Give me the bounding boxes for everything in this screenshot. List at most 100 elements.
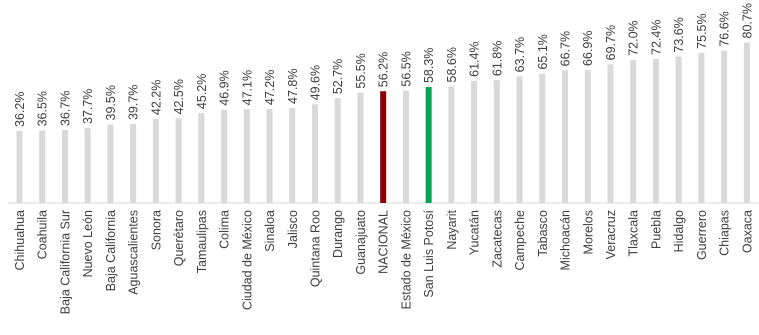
category-label: Oaxaca (740, 210, 754, 253)
data-label: 61.8% (490, 41, 504, 76)
data-label: 58.3% (422, 48, 436, 83)
data-label: 72.4% (649, 20, 663, 55)
bar (698, 52, 705, 203)
data-label: 47.1% (240, 70, 254, 105)
bar (448, 86, 455, 203)
bar (652, 59, 659, 203)
bar (221, 109, 228, 203)
category-label: Yucatán (468, 210, 482, 255)
category-label: Chiapas (718, 210, 732, 256)
value-labels-layer: 36.2% 36.5% 36.7% 37.7% 39.5% 39.7% 42.2% 42.5%… (13, 3, 754, 127)
bar (243, 109, 250, 203)
category-label: Nayarit (445, 209, 459, 249)
category-label: Quintana Roo (308, 210, 322, 287)
bar (630, 59, 637, 203)
data-label: 80.7% (740, 3, 754, 38)
category-label: Sonora (149, 210, 163, 250)
category-label: Zacatecas (490, 210, 504, 268)
category-label: Michoacán (559, 210, 573, 270)
category-label: Tabasco (536, 210, 550, 257)
bar (380, 91, 387, 203)
data-label: 46.9% (218, 70, 232, 105)
bar (198, 113, 205, 203)
data-label: 63.7% (513, 37, 527, 72)
bar (152, 119, 159, 203)
data-label: 39.5% (104, 85, 118, 120)
category-label: Coahuila (36, 210, 50, 259)
bar (334, 98, 341, 203)
bar (539, 73, 546, 204)
data-label: 55.5% (354, 53, 368, 88)
data-label: 73.6% (672, 17, 686, 52)
category-label: Hidalgo (672, 210, 686, 252)
category-label: Querétaro (172, 210, 186, 266)
bar (357, 92, 364, 203)
bar (471, 80, 478, 203)
bar (311, 104, 318, 203)
data-label: 36.2% (13, 92, 27, 127)
bar (84, 128, 91, 203)
bar (562, 70, 569, 203)
bar (584, 69, 591, 203)
bar (402, 90, 409, 203)
data-label: 56.5% (399, 51, 413, 86)
category-label: Tamaulipas (195, 210, 209, 273)
category-label: Aguascalientes (127, 210, 141, 295)
data-label: 56.2% (377, 52, 391, 87)
category-label: Durango (331, 210, 345, 258)
bar (175, 118, 182, 203)
category-label: Jalisco (286, 210, 300, 248)
data-label: 49.6% (308, 65, 322, 100)
data-label: 45.2% (195, 74, 209, 109)
data-label: 72.0% (627, 20, 641, 55)
data-label: 42.5% (172, 79, 186, 114)
category-label: Campeche (513, 210, 527, 270)
data-label: 58.6% (445, 47, 459, 82)
category-label: Tlaxcala (627, 210, 641, 257)
category-label: Guerrero (695, 210, 709, 260)
bar (721, 50, 728, 204)
bar (266, 109, 273, 203)
category-label: Nuevo León (81, 210, 95, 277)
data-label: 66.7% (559, 31, 573, 66)
bar (107, 124, 114, 203)
bar (61, 130, 68, 203)
category-label: Baja California (104, 210, 118, 291)
bar (289, 107, 296, 203)
category-label: Puebla (649, 210, 663, 249)
bar (39, 130, 46, 203)
data-label: 69.7% (604, 25, 618, 60)
data-label: 47.2% (263, 70, 277, 105)
category-label: Veracruz (604, 210, 618, 259)
category-label: Morelos (581, 210, 595, 254)
category-label: Colima (218, 210, 232, 249)
data-label: 61.4% (468, 41, 482, 76)
category-label: Baja California Sur (58, 210, 72, 314)
category-label: Estado de México (399, 210, 413, 309)
category-label: Guanajuato (354, 210, 368, 275)
category-label: Chihuahua (13, 210, 27, 271)
data-label: 76.6% (718, 11, 732, 46)
bar (425, 87, 432, 203)
data-label: 66.9% (581, 30, 595, 65)
data-label: 65.1% (536, 34, 550, 69)
category-labels-layer: Chihuahua Coahuila Baja California Sur Nuev… (13, 209, 754, 314)
category-label: Sinaloa (263, 210, 277, 252)
category-label: San Luis Potosí (422, 209, 436, 297)
data-label: 42.2% (149, 80, 163, 115)
data-label: 47.8% (286, 68, 300, 103)
bar (675, 56, 682, 203)
bars-layer (7, 42, 759, 204)
category-label: NACIONAL (377, 210, 391, 274)
category-label: Ciudad de México (240, 210, 254, 310)
data-label: 75.5% (695, 13, 709, 48)
bar (493, 80, 500, 203)
data-label: 36.7% (58, 91, 72, 126)
data-label: 52.7% (331, 59, 345, 94)
bar (130, 124, 137, 203)
bar (743, 42, 750, 203)
data-label: 36.5% (36, 91, 50, 126)
data-label: 37.7% (81, 89, 95, 124)
